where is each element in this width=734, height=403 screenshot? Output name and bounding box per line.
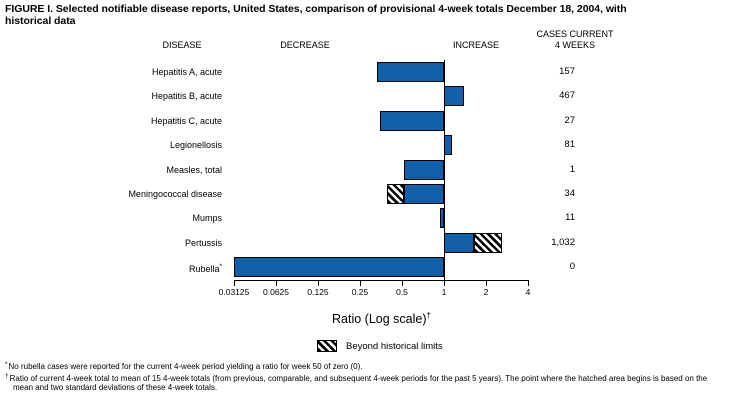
footnote-ratio-text: Ratio of current 4-week total to mean of… [9, 373, 708, 393]
disease-label: Hepatitis C, acute [150, 115, 222, 126]
column-header-disease: DISEASE [162, 40, 202, 50]
cases-value: 81 [564, 139, 575, 151]
x-tick-mark [276, 281, 277, 286]
x-tick-label: 0.5 [396, 287, 408, 297]
x-tick-mark [528, 281, 529, 286]
disease-label: Hepatitis A, acute [151, 67, 222, 77]
bar-segment [444, 232, 474, 253]
x-axis-title-text: Ratio (Log scale) [332, 312, 427, 327]
cases-value: 1,032 [551, 236, 575, 248]
bar-segment [376, 62, 444, 82]
column-header-cases-line2: 4 WEEKS [554, 40, 595, 50]
disease-label: Pertussis [184, 237, 222, 248]
bar-segment [234, 257, 444, 278]
bar-segment-hatched [473, 232, 502, 253]
disease-label: Rubella* [188, 263, 222, 275]
x-tick-label: 2 [483, 287, 489, 297]
cases-value: 11 [565, 212, 575, 224]
x-tick-mark [234, 281, 235, 286]
column-header-cases: CASES CURRENT 4 WEEKS [513, 29, 637, 51]
x-tick-label: 0.0625 [263, 287, 289, 297]
bar-segment [444, 135, 453, 156]
cases-value: 34 [564, 188, 575, 199]
footnote-rubella: *No rubella cases were reported for the … [5, 360, 729, 372]
bar-segment [380, 110, 444, 131]
x-tick-label: 4 [525, 287, 531, 297]
disease-label: Measles, total [166, 164, 222, 175]
x-axis-line [234, 280, 529, 281]
cases-value: 467 [559, 90, 575, 102]
x-axis-title: Ratio (Log scale)† [234, 311, 529, 326]
x-tick-mark [486, 281, 487, 286]
figure-title-line2: historical data [5, 15, 76, 27]
x-tick-mark [318, 281, 319, 286]
disease-label: Meningococcal disease [128, 189, 222, 199]
bar-segment [444, 86, 465, 107]
cases-value: 0 [569, 261, 575, 273]
figure-title: FIGURE I. Selected notifiable disease re… [5, 3, 731, 27]
footnote-ref-asterisk: * [219, 263, 222, 271]
cases-value: 27 [564, 114, 575, 126]
bar-segment-hatched [386, 184, 405, 204]
disease-label: Mumps [192, 213, 222, 224]
x-tick-label: 0.03125 [218, 287, 250, 297]
x-tick-label: 0.125 [307, 287, 329, 297]
cases-value: 157 [559, 66, 575, 77]
footnote-marker-asterisk: * [5, 361, 8, 368]
footnote-rubella-text: No rubella cases were reported for the c… [8, 362, 363, 371]
column-header-decrease: DECREASE [280, 40, 330, 50]
column-header-cases-line1: CASES CURRENT [536, 29, 614, 39]
x-tick-mark [444, 281, 445, 286]
cases-value: 1 [569, 163, 575, 175]
baseline-ratio-1 [444, 60, 445, 280]
footnotes: *No rubella cases were reported for the … [5, 360, 729, 393]
disease-label: Legionellosis [169, 140, 222, 151]
legend-label: Beyond historical limits [346, 341, 443, 352]
x-axis-title-dagger: † [426, 311, 431, 320]
x-tick-mark [402, 281, 403, 286]
column-header-increase: INCREASE [452, 40, 499, 50]
figure-title-line1: FIGURE I. Selected notifiable disease re… [5, 3, 627, 15]
x-tick-mark [360, 281, 361, 286]
bar-segment [404, 184, 444, 204]
legend-hatch-swatch [317, 340, 337, 352]
disease-label: Hepatitis B, acute [151, 91, 222, 102]
footnote-marker-dagger: † [5, 372, 9, 380]
footnote-ratio: †Ratio of current 4-week total to mean o… [5, 372, 729, 393]
bar-segment [439, 208, 444, 229]
x-tick-label: 0.25 [351, 287, 369, 297]
x-tick-label: 1 [441, 287, 447, 297]
bar-segment [404, 159, 444, 180]
